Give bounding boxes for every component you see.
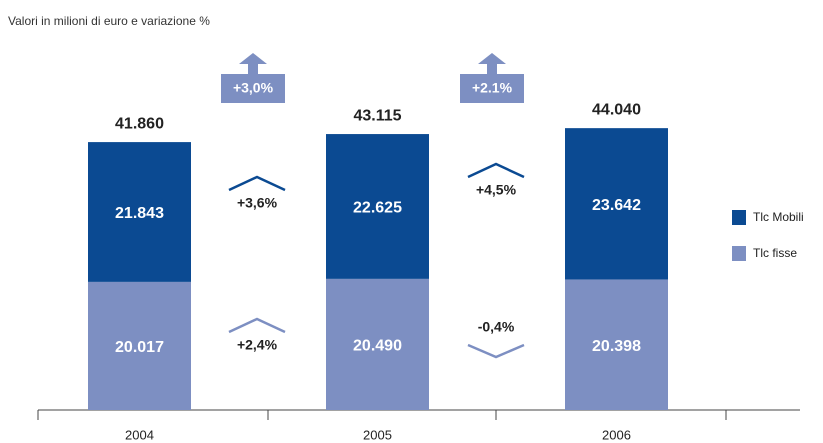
chart-subtitle: Valori in milioni di euro e variazione % bbox=[8, 14, 210, 28]
bar-segment bbox=[326, 134, 429, 279]
growth-label: +2.1% bbox=[472, 80, 513, 96]
data-label: 20.490 bbox=[353, 338, 402, 355]
data-label: 20.017 bbox=[115, 339, 164, 356]
bar-segment bbox=[88, 281, 191, 410]
legend-swatch bbox=[732, 210, 746, 225]
growth-label: +3,0% bbox=[233, 80, 274, 96]
legend-label: Tlc Mobili bbox=[753, 210, 804, 224]
bar-segment bbox=[565, 128, 668, 280]
growth-arrow bbox=[478, 53, 506, 74]
data-label: 23.642 bbox=[592, 197, 641, 214]
growth-chevron bbox=[228, 175, 286, 192]
growth-chevron bbox=[228, 317, 286, 334]
growth-box bbox=[221, 74, 285, 103]
total-label: 44.040 bbox=[592, 101, 641, 118]
growth-label: +2,4% bbox=[237, 337, 278, 353]
growth-label: -0,4% bbox=[478, 319, 515, 335]
x-tick-label: 2005 bbox=[363, 427, 392, 442]
growth-box bbox=[460, 74, 524, 103]
growth-chevron bbox=[467, 343, 525, 359]
data-label: 21.843 bbox=[115, 205, 164, 222]
x-tick-label: 2006 bbox=[602, 427, 631, 442]
bar-segment bbox=[565, 279, 668, 410]
data-label: 20.398 bbox=[592, 338, 641, 355]
total-label: 43.115 bbox=[353, 107, 401, 124]
legend-swatch bbox=[732, 246, 746, 261]
legend-label: Tlc fisse bbox=[753, 246, 797, 260]
growth-arrow bbox=[239, 53, 267, 74]
x-tick-label: 2004 bbox=[125, 427, 154, 442]
growth-label: +3,6% bbox=[237, 195, 278, 211]
growth-chevron bbox=[467, 162, 525, 179]
data-label: 22.625 bbox=[353, 200, 402, 217]
bar-segment bbox=[88, 142, 191, 282]
total-label: 41.860 bbox=[115, 115, 164, 132]
growth-label: +4,5% bbox=[476, 182, 517, 198]
bar-segment bbox=[326, 278, 429, 410]
